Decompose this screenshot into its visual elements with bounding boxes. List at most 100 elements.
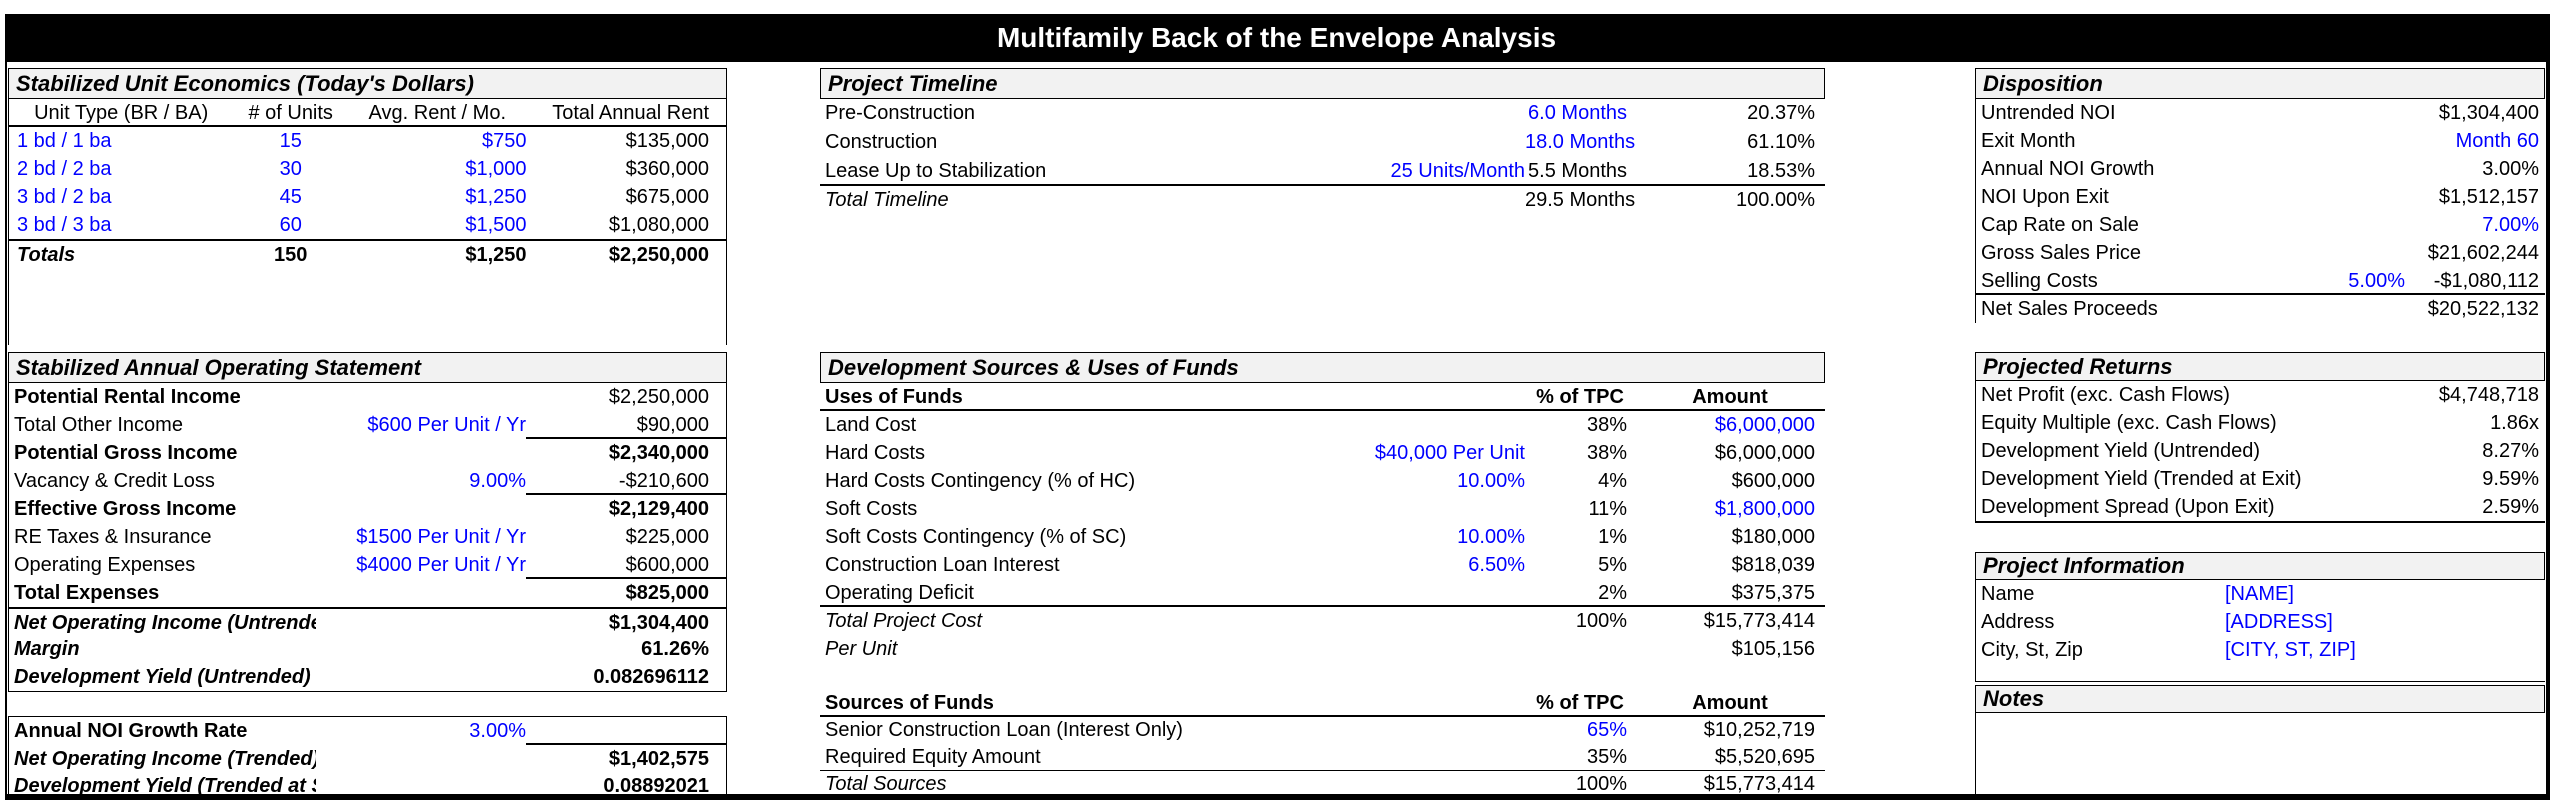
cell-amount[interactable]: Month 60 bbox=[2455, 130, 2539, 152]
col-header-num-units: # of Units bbox=[248, 102, 333, 124]
cell-amount: $375,375 bbox=[1731, 582, 1815, 604]
row-exit-month: Exit Month Month 60 bbox=[1976, 127, 2545, 155]
cell-input[interactable]: $4000 Per Unit / Yr bbox=[356, 554, 526, 576]
cell-unit-type[interactable]: 3 bd / 3 ba bbox=[17, 214, 112, 236]
cell-unit-type[interactable]: 1 bd / 1 ba bbox=[17, 130, 112, 152]
row-operating-deficit: Operating Deficit 2% $375,375 bbox=[820, 579, 1825, 607]
row-net-sales-proceeds: Net Sales Proceeds $20,522,132 bbox=[1976, 295, 2545, 323]
cell-months[interactable]: 18.0 Months bbox=[1525, 131, 1636, 153]
col-header-amount: Amount bbox=[1692, 692, 1768, 714]
cell-project-city-st-zip[interactable]: [CITY, ST, ZIP] bbox=[2225, 639, 2356, 661]
row-label: Net Profit (exc. Cash Flows) bbox=[1981, 384, 2230, 406]
cell-months: 5.5 Months bbox=[1528, 160, 1627, 182]
cell-avg-rent[interactable]: $1,000 bbox=[465, 158, 527, 180]
cell-amount: $225,000 bbox=[625, 526, 709, 548]
cell-project-name[interactable]: [NAME] bbox=[2225, 583, 2294, 605]
cell-months: 29.5 Months bbox=[1525, 189, 1636, 211]
cell-amount: 9.59% bbox=[2482, 468, 2539, 490]
row-label: Land Cost bbox=[825, 414, 917, 436]
row-label: Net Operating Income (Untrended) bbox=[14, 612, 316, 634]
row-project-address: Address [ADDRESS] bbox=[1976, 608, 2545, 636]
cell-amount: $6,000,000 bbox=[1714, 442, 1815, 464]
section-header-disposition: Disposition bbox=[1975, 68, 2545, 99]
totals-annual-rent: $2,250,000 bbox=[608, 244, 709, 266]
cell-amount: $15,773,414 bbox=[1703, 610, 1815, 632]
cell-amount: 0.08892021 bbox=[603, 775, 709, 797]
cell-input[interactable]: 9.00% bbox=[469, 470, 526, 492]
cell-num-units[interactable]: 60 bbox=[279, 214, 302, 236]
row-label: Cap Rate on Sale bbox=[1981, 214, 2139, 236]
cell-amount: $2,250,000 bbox=[608, 386, 709, 408]
row-label: Margin bbox=[14, 638, 80, 660]
row-label: Name bbox=[1981, 583, 2035, 605]
row-label: Senior Construction Loan (Interest Only) bbox=[825, 719, 1183, 741]
cell-input[interactable]: $40,000 Per Unit bbox=[1374, 442, 1525, 464]
cell-months[interactable]: 6.0 Months bbox=[1528, 102, 1627, 124]
row-potential-rental-income: Potential Rental Income $2,250,000 bbox=[9, 383, 726, 411]
cell-amount: $600,000 bbox=[1731, 470, 1815, 492]
cell-unit-type[interactable]: 3 bd / 2 ba bbox=[17, 186, 112, 208]
cell-percent: 1% bbox=[1598, 526, 1627, 548]
row-label: Total Timeline bbox=[825, 189, 949, 211]
row-label: Development Yield (Untrended) bbox=[14, 666, 311, 688]
row-label: Annual NOI Growth bbox=[1981, 158, 2155, 180]
cell-avg-rent[interactable]: $750 bbox=[482, 130, 527, 152]
cell-input[interactable]: 5.00% bbox=[2348, 270, 2405, 292]
cell-amount[interactable]: $6,000,000 bbox=[1714, 414, 1815, 436]
cell-annual-rent: $1,080,000 bbox=[608, 214, 709, 236]
row-total-sources: Total Sources 100% $15,773,414 bbox=[820, 771, 1825, 798]
cell-percent[interactable]: 65% bbox=[1586, 719, 1627, 741]
row-label: Vacancy & Credit Loss bbox=[14, 470, 215, 492]
cell-amount bbox=[526, 717, 726, 745]
unit-economics-column-headers: Unit Type (BR / BA) # of Units Avg. Rent… bbox=[9, 99, 726, 127]
cell-input[interactable]: 6.50% bbox=[1468, 554, 1525, 576]
col-header-total-annual-rent: Total Annual Rent bbox=[552, 102, 709, 124]
row-soft-costs: Soft Costs 11% $1,800,000 bbox=[820, 495, 1825, 523]
row-label: Net Sales Proceeds bbox=[1981, 298, 2158, 320]
cell-amount: $2,340,000 bbox=[608, 442, 709, 464]
row-label: Lease Up to Stabilization bbox=[825, 160, 1047, 182]
cell-amount: $2,129,400 bbox=[608, 498, 709, 520]
cell-avg-rent[interactable]: $1,250 bbox=[465, 186, 527, 208]
cell-num-units[interactable]: 30 bbox=[279, 158, 302, 180]
cell-percent: 2% bbox=[1598, 582, 1627, 604]
cell-input[interactable]: 25 Units/Month bbox=[1390, 160, 1525, 182]
section-header-unit-economics: Stabilized Unit Economics (Today's Dolla… bbox=[8, 68, 727, 99]
row-label: Construction bbox=[825, 131, 938, 153]
operating-statement-table: Potential Rental Income $2,250,000 Total… bbox=[8, 383, 727, 692]
cell-input[interactable]: $1500 Per Unit / Yr bbox=[356, 526, 526, 548]
cell-input[interactable]: $600 Per Unit / Yr bbox=[367, 414, 526, 436]
cell-unit-type[interactable]: 2 bd / 2 ba bbox=[17, 158, 112, 180]
cell-input[interactable]: 10.00% bbox=[1457, 526, 1525, 548]
cell-avg-rent[interactable]: $1,500 bbox=[465, 214, 527, 236]
cell-percent: 4% bbox=[1598, 470, 1627, 492]
sources-column-headers: Sources of Funds % of TPC Amount bbox=[820, 690, 1825, 717]
cell-amount: $1,512,157 bbox=[2438, 186, 2539, 208]
section-header-operating-statement: Stabilized Annual Operating Statement bbox=[8, 352, 727, 383]
row-annual-noi-growth-rate: Annual NOI Growth Rate 3.00% bbox=[9, 717, 726, 745]
cell-amount[interactable]: $1,800,000 bbox=[1714, 498, 1815, 520]
cell-input[interactable]: 3.00% bbox=[469, 720, 526, 742]
row-net-profit: Net Profit (exc. Cash Flows) $4,748,718 bbox=[1976, 381, 2545, 409]
row-land-cost: Land Cost 38% $6,000,000 bbox=[820, 411, 1825, 439]
row-operating-expenses: Operating Expenses $4000 Per Unit / Yr $… bbox=[9, 551, 726, 579]
cell-project-address[interactable]: [ADDRESS] bbox=[2225, 611, 2333, 633]
cell-input[interactable]: 10.00% bbox=[1457, 470, 1525, 492]
cell-amount: 3.00% bbox=[2482, 158, 2539, 180]
row-label: Total Expenses bbox=[14, 582, 160, 604]
cell-amount: $15,773,414 bbox=[1703, 773, 1815, 795]
uses-column-headers: Uses of Funds % of TPC Amount bbox=[820, 383, 1825, 411]
table-row-unit-2bd2ba: 2 bd / 2 ba 30 $1,000 $360,000 bbox=[9, 155, 726, 183]
row-project-city-st-zip: City, St, Zip [CITY, ST, ZIP] bbox=[1976, 636, 2545, 664]
cell-percent: 5% bbox=[1598, 554, 1627, 576]
row-total-expenses: Total Expenses $825,000 bbox=[9, 579, 726, 607]
cell-amount: -$210,600 bbox=[526, 467, 726, 495]
cell-amount[interactable]: 7.00% bbox=[2482, 214, 2539, 236]
row-label: Soft Costs bbox=[825, 498, 918, 520]
cell-num-units[interactable]: 45 bbox=[279, 186, 302, 208]
notes-area[interactable] bbox=[1975, 713, 2545, 796]
cell-amount: $825,000 bbox=[625, 582, 709, 604]
row-label: Hard Costs Contingency (% of HC) bbox=[825, 470, 1136, 492]
row-pre-construction: Pre-Construction 6.0 Months 20.37% bbox=[820, 99, 1825, 128]
cell-num-units[interactable]: 15 bbox=[279, 130, 302, 152]
